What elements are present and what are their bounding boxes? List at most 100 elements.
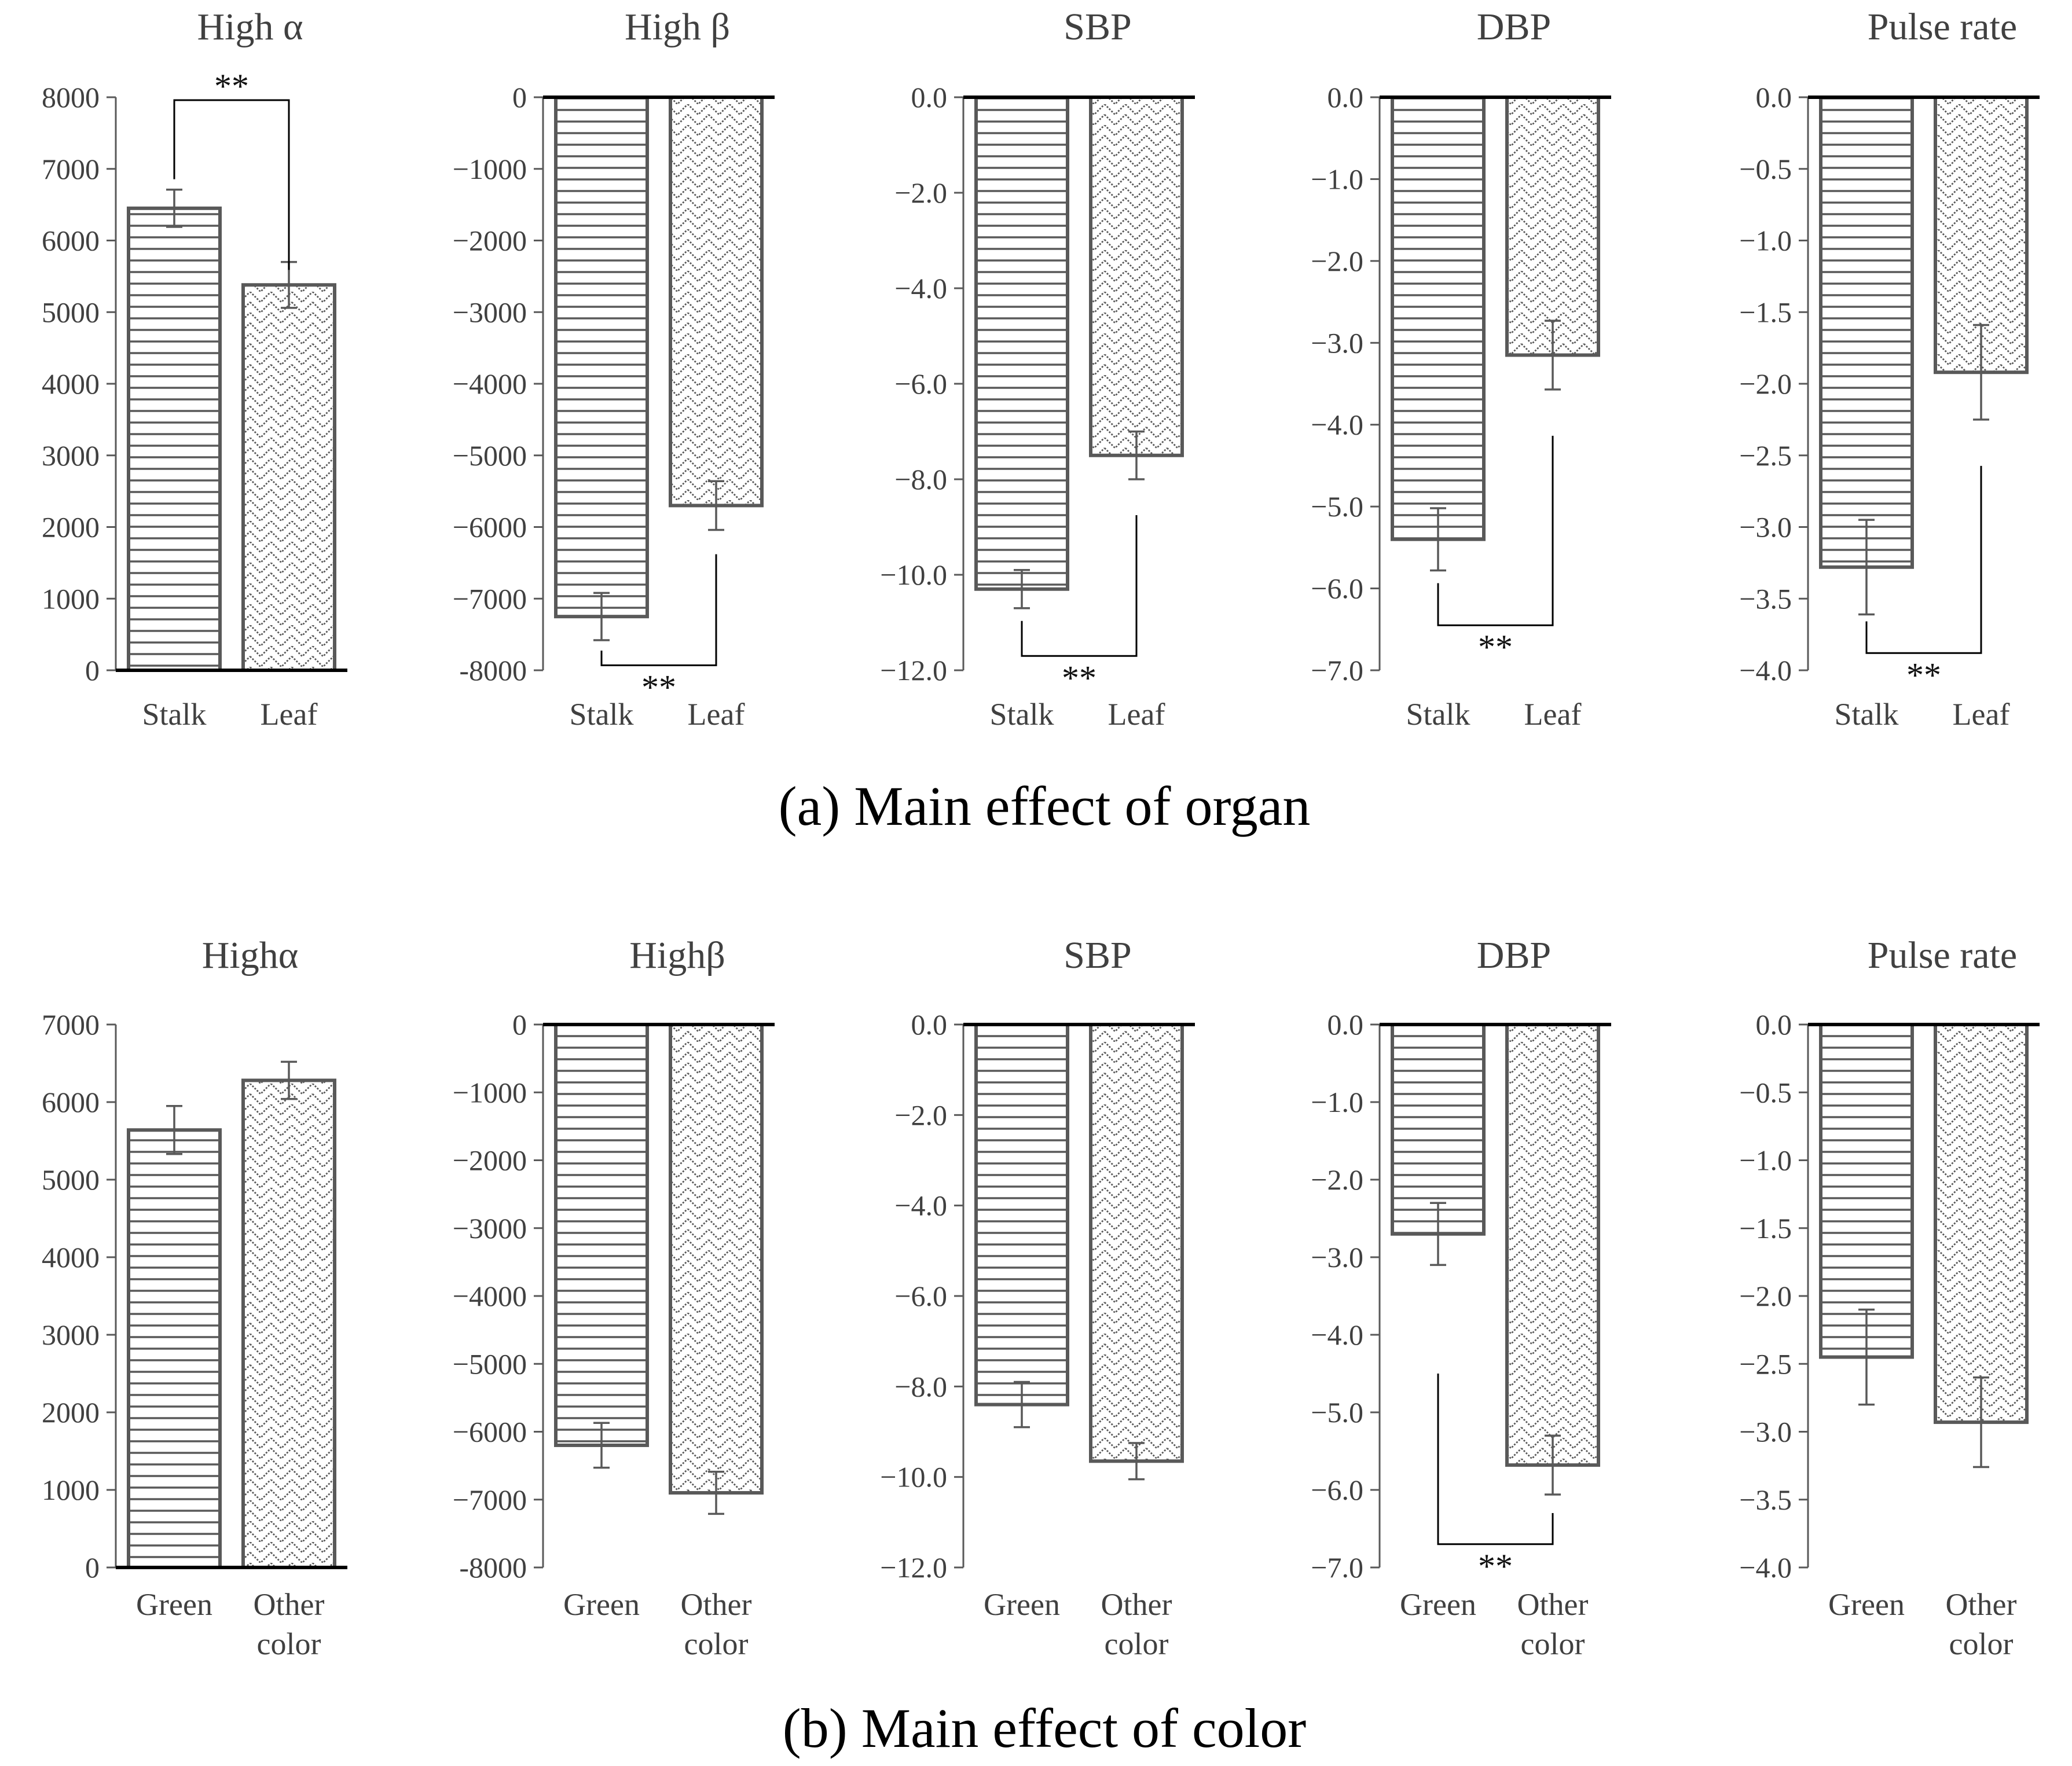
y-tick-label: −6000 <box>453 511 527 544</box>
chart-b5: Pulse rate 0.0 −0.5 −1.0 −1.5 −2.0 −2.5 −3.0 −3.… <box>1739 934 2040 1661</box>
y-tick-label: −7.0 <box>1311 1551 1363 1584</box>
bar-second <box>669 96 764 508</box>
y-tick-label: −12.0 <box>880 654 947 686</box>
y-tick-label: −2.0 <box>1311 1163 1363 1196</box>
y-tick-label: 7000 <box>42 1008 100 1041</box>
bar-first <box>1391 1023 1486 1236</box>
chart-b3: SBP 0.0 −2.0 −4.0 −6.0 −8.0 −10.0 −12.0 Green Oth… <box>880 934 1195 1661</box>
category-label: Leaf <box>1953 697 2010 732</box>
y-tick-label: −6.0 <box>1311 1474 1363 1506</box>
y-tick-label: −2.0 <box>894 1099 947 1131</box>
y-tick-label: 0.0 <box>1327 81 1364 113</box>
chart-title: Pulse rate <box>1868 6 2017 48</box>
y-tick-label: 1000 <box>42 1474 100 1506</box>
bar-first <box>554 1023 649 1447</box>
y-tick-label: 8000 <box>42 81 100 113</box>
y-tick-label: 3000 <box>42 1319 100 1351</box>
significance-label: ** <box>214 67 249 105</box>
y-tick-label: −0.5 <box>1739 153 1792 185</box>
y-tick-label: −4.0 <box>894 1189 947 1222</box>
category-label: Green <box>563 1587 640 1622</box>
y-tick-label: −1.5 <box>1739 1212 1792 1244</box>
category-label: Stalk <box>1406 697 1470 732</box>
category-label: Other color <box>681 1587 752 1661</box>
y-tick-label: −2.5 <box>1739 1348 1792 1380</box>
y-tick-label: −1.0 <box>1739 1144 1792 1177</box>
significance-line <box>600 554 717 666</box>
charts-layer: High α 0 1000 2000 3000 4000 5000 6000 7000 8000 S… <box>42 6 2040 1661</box>
bar-second <box>1505 1023 1600 1467</box>
bar-second <box>241 283 336 673</box>
chart-title: High α <box>197 6 303 48</box>
y-tick-label: −2.5 <box>1739 439 1792 472</box>
bar-first <box>554 96 649 619</box>
chart-title: Highα <box>202 934 299 976</box>
category-label: Stalk <box>569 697 633 732</box>
y-tick-label: −6.0 <box>1311 572 1363 605</box>
significance-line <box>1865 465 1982 654</box>
category-label: Stalk <box>989 697 1054 732</box>
chart-a4: DBP 0.0 −1.0 −2.0 −3.0 −4.0 −5.0 −6.0 −7.0 Stalk L… <box>1311 6 1611 732</box>
y-tick-label: 0 <box>85 1551 100 1584</box>
y-tick-label: 2000 <box>42 1396 100 1429</box>
y-tick-label: −4.0 <box>1739 1551 1792 1584</box>
y-tick-label: −1000 <box>453 1076 527 1108</box>
significance-bracket: ** <box>1437 435 1554 666</box>
chart-b1: Highα 0 1000 2000 3000 4000 5000 6000 7000 Green O… <box>42 934 347 1661</box>
significance-bracket: ** <box>173 67 290 270</box>
y-tick-label: 3000 <box>42 439 100 472</box>
category-label: Leaf <box>688 697 745 732</box>
y-tick-label: −4000 <box>453 368 527 400</box>
y-tick-label: −6000 <box>453 1416 527 1448</box>
significance-label: ** <box>1478 628 1513 666</box>
y-tick-label: −3.0 <box>1739 1416 1792 1448</box>
y-tick-label: −6.0 <box>894 1280 947 1312</box>
significance-line <box>173 99 290 270</box>
chart-title: SBP <box>1063 6 1131 48</box>
y-tick-label: 0 <box>512 81 527 113</box>
y-tick-label: 0 <box>85 654 100 686</box>
category-label: Leaf <box>1108 697 1165 732</box>
bar-second <box>1089 96 1184 457</box>
y-tick-label: 2000 <box>42 511 100 544</box>
y-tick-label: 0.0 <box>1756 1008 1792 1041</box>
category-label: Green <box>1400 1587 1476 1622</box>
y-tick-label: -8000 <box>459 1551 527 1584</box>
y-tick-label: −7000 <box>453 1484 527 1516</box>
y-tick-label: −5.0 <box>1311 490 1363 523</box>
y-tick-label: −2.0 <box>1311 245 1363 277</box>
bar-second <box>1505 96 1600 357</box>
category-label: Other color <box>1946 1587 2017 1661</box>
significance-line <box>1437 1374 1554 1545</box>
y-tick-label: −3.5 <box>1739 582 1792 615</box>
y-tick-label: 0.0 <box>911 81 948 113</box>
y-tick-label: −3000 <box>453 1212 527 1244</box>
caption-a: (a) Main effect of organ <box>779 775 1311 837</box>
category-label: Green <box>1828 1587 1905 1622</box>
category-label: Stalk <box>142 697 206 732</box>
category-label: Other color <box>1101 1587 1172 1661</box>
significance-line <box>1437 435 1554 626</box>
y-tick-label: −4.0 <box>894 272 947 304</box>
y-tick-label: −4.0 <box>1311 1319 1363 1351</box>
y-tick-label: −4.0 <box>1739 654 1792 686</box>
y-tick-label: −10.0 <box>880 1461 947 1493</box>
bar-first <box>127 206 222 672</box>
y-tick-label: −3.5 <box>1739 1484 1792 1516</box>
chart-title: High β <box>625 6 730 48</box>
y-tick-label: 0.0 <box>911 1008 948 1041</box>
y-tick-label: 0.0 <box>1756 81 1792 113</box>
y-tick-label: 6000 <box>42 225 100 257</box>
category-label: Other color <box>254 1587 325 1661</box>
y-tick-label: −1.5 <box>1739 296 1792 328</box>
bar-first <box>974 96 1069 591</box>
bar-second <box>1089 1023 1184 1463</box>
bar-first <box>1819 96 1914 569</box>
chart-a2: High β 0 −1000 −2000 −3000 −4000 −5000 −6000 −70… <box>453 6 775 732</box>
y-tick-label: 5000 <box>42 1163 100 1196</box>
category-label: Green <box>136 1587 212 1622</box>
category-label: Leaf <box>261 697 318 732</box>
y-tick-label: −2.0 <box>1739 368 1792 400</box>
y-tick-label: 1000 <box>42 582 100 615</box>
